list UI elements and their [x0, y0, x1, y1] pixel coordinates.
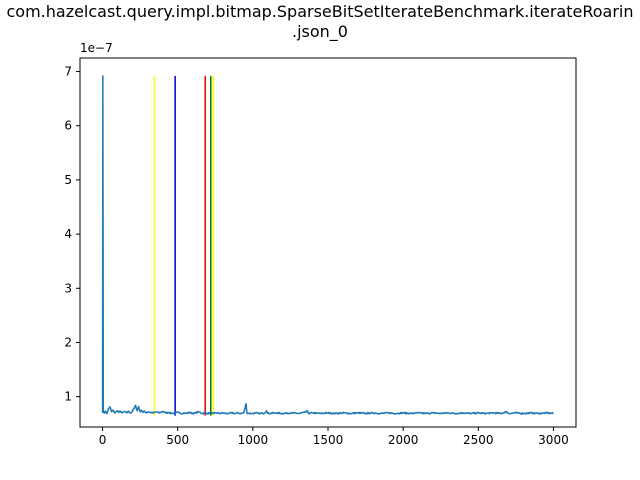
x-tick-label: 1500 — [313, 433, 344, 447]
x-tick-label: 2000 — [388, 433, 419, 447]
x-tick-label: 2500 — [463, 433, 494, 447]
x-tick-label: 0 — [99, 433, 107, 447]
y-tick-label: 2 — [64, 335, 72, 349]
chart-title-line-1: com.hazelcast.query.impl.bitmap.SparseBi… — [6, 2, 633, 21]
y-axis: 1 2 3 4 5 6 7 — [64, 65, 80, 404]
x-tick-label: 3000 — [538, 433, 569, 447]
y-tick-label: 1 — [64, 390, 72, 404]
x-axis: 0 500 1000 1500 2000 2500 3000 — [99, 427, 569, 447]
plot-area — [80, 58, 576, 427]
y-tick-label: 7 — [64, 65, 72, 79]
series-layer — [101, 75, 554, 415]
x-tick-label: 500 — [166, 433, 189, 447]
y-tick-label: 3 — [64, 281, 72, 295]
y-tick-label: 5 — [64, 173, 72, 187]
y-tick-label: 6 — [64, 119, 72, 133]
vertical-marker-lines — [153, 75, 215, 416]
x-tick-label: 1000 — [238, 433, 269, 447]
y-offset-label: 1e−7 — [80, 41, 113, 55]
y-tick-label: 4 — [64, 227, 72, 241]
chart-title-line-2: .json_0 — [292, 22, 348, 42]
series-line — [101, 75, 554, 415]
